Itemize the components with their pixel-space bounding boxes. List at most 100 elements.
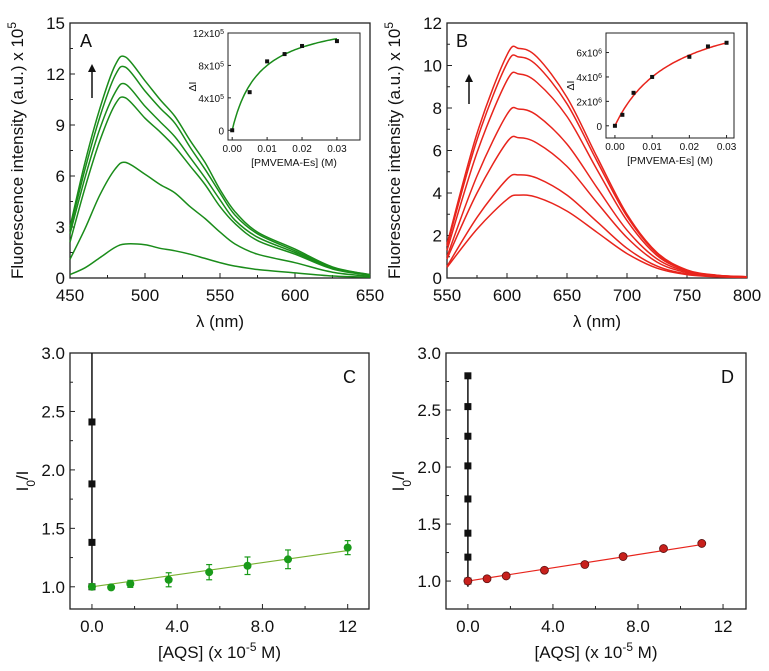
y-tick-label: 1.5	[417, 515, 441, 534]
y-tick-label: 6x106	[576, 48, 602, 60]
data-point-circle	[580, 560, 590, 569]
x-tick-label: 600	[281, 286, 309, 305]
data-point-square	[464, 529, 472, 537]
arrow-head-icon	[88, 64, 96, 72]
x-axis-title: [AQS] (x 10-5 M)	[158, 640, 281, 662]
x-tick-label: 0.03	[717, 142, 737, 153]
x-axis-title-part: λ (nm)	[196, 312, 244, 331]
plot-frame	[69, 352, 370, 610]
data-point-square	[464, 495, 472, 503]
spectrum-line-3	[69, 82, 371, 276]
y-axis-title-part: I	[389, 487, 408, 492]
data-point-circle	[697, 539, 707, 548]
x-tick-label: 0.00	[605, 142, 625, 153]
y-axis-title: I0/I	[13, 471, 38, 492]
x-tick-label-part: 0.03	[717, 142, 737, 153]
x-tick-label: 600	[493, 286, 521, 305]
panel-letter: C	[343, 367, 356, 387]
data-point-square	[88, 538, 96, 546]
y-tick-label-part: 12	[46, 65, 65, 84]
data-point-circle	[482, 574, 492, 584]
data-point-circle	[659, 544, 668, 553]
x-axis-title: λ (nm)	[196, 312, 244, 331]
y-tick-label: 4x105	[198, 93, 224, 105]
x-tick-label-part: 750	[673, 286, 701, 305]
x-tick-label: 4.0	[541, 617, 565, 636]
y-tick-label-part: 2.0	[417, 458, 441, 477]
x-tick-label: 0.01	[642, 142, 662, 153]
spectrum-line-2	[69, 65, 371, 276]
inset-y-axis-title-part: ΔI	[565, 81, 577, 91]
x-tick-label: 0.02	[292, 144, 312, 155]
y-tick-label-part: 5	[220, 93, 224, 100]
spectrum-line-4	[446, 106, 748, 278]
x-tick-label-part: 0.02	[680, 142, 700, 153]
x-tick-label-part: 650	[356, 286, 384, 305]
y-tick-label-part: 2x10	[576, 97, 598, 108]
x-tick-label: 500	[131, 286, 159, 305]
x-tick-label-part: 0.0	[80, 617, 104, 636]
y-tick-label-part: 3.0	[41, 344, 65, 363]
y-tick-label-part: 6	[56, 167, 65, 186]
y-tick-label: 15	[46, 14, 65, 33]
x-tick-label: 800	[733, 286, 761, 305]
data-point-square	[464, 372, 472, 380]
y-tick-label-part: 1.0	[417, 572, 441, 591]
x-tick-label-part: 12	[338, 617, 357, 636]
inset-data-point	[282, 52, 287, 57]
y-tick-label: 2.0	[417, 458, 441, 477]
y-axis-title-part: /I	[389, 471, 408, 480]
x-tick-label-part: 800	[733, 286, 761, 305]
y-tick-label: 8	[433, 99, 442, 118]
x-tick-label-part: 4.0	[165, 617, 189, 636]
y-tick-label: 2.5	[41, 402, 65, 421]
inset-b: 0.00 0.01 0.02 0.0302x1064x1066x106[PMVEMA-…	[565, 32, 737, 167]
x-axis-title-part: -5	[622, 640, 633, 654]
data-point-square	[464, 403, 472, 411]
inset-x-axis-title: [PMVEMA-Es] (M)	[251, 157, 337, 169]
inset-a: 0.00 0.01 0.02 0.0304x1058x10512x105[PMVEMA…	[187, 29, 361, 169]
y-tick-label: 10	[423, 57, 442, 76]
x-tick-label-part: 550	[206, 286, 234, 305]
y-tick-label: 3.0	[41, 344, 65, 363]
inset-background	[606, 33, 734, 138]
spectrum-line-4	[69, 96, 371, 277]
y-tick-label-part: 10	[423, 57, 442, 76]
y-tick-label-part: 4	[433, 184, 442, 203]
x-tick-label: 550	[206, 286, 234, 305]
y-axis-title-part: Fluorescence intensity (a.u.) x 10	[8, 29, 27, 279]
y-tick-label: 2	[433, 227, 442, 246]
x-tick-label-part: 600	[493, 286, 521, 305]
y-tick-label: 1.0	[417, 572, 441, 591]
x-tick-label-part: 0.03	[327, 144, 347, 155]
data-point-circle	[540, 565, 549, 575]
x-tick-label: 12	[714, 617, 733, 636]
x-tick-label: 650	[553, 286, 581, 305]
x-tick-label: 0.03	[327, 144, 347, 155]
panel-letter-part: A	[80, 31, 92, 51]
y-tick-label: 3.0	[417, 344, 441, 363]
inset-y-axis-title: ΔI	[565, 81, 577, 91]
y-tick-label-part: 5	[220, 29, 224, 36]
y-tick-label: 2.0	[41, 461, 65, 480]
y-tick-label-part: 1.0	[41, 578, 65, 597]
y-tick-label: 4	[433, 184, 442, 203]
y-axis-title-part: /I	[13, 471, 32, 480]
plot-frame	[605, 32, 735, 139]
y-tick-label: 8x105	[198, 61, 224, 73]
inset-data-point	[334, 39, 339, 44]
y-tick-label-part: 2.0	[41, 461, 65, 480]
x-tick-label-part: 8.0	[626, 617, 650, 636]
y-tick-label-part: 2.5	[417, 401, 441, 420]
x-tick-label-part: 12	[714, 617, 733, 636]
y-axis-title-part: I	[13, 487, 32, 492]
arrow-head-icon	[465, 74, 473, 82]
y-tick-label: 2.5	[417, 401, 441, 420]
data-point-circle	[243, 561, 252, 570]
y-tick-label: 6	[56, 167, 65, 186]
x-tick-label-part: 0.0	[456, 617, 480, 636]
spectrum-line-7	[446, 194, 748, 279]
x-axis-title-part: M)	[633, 643, 658, 662]
